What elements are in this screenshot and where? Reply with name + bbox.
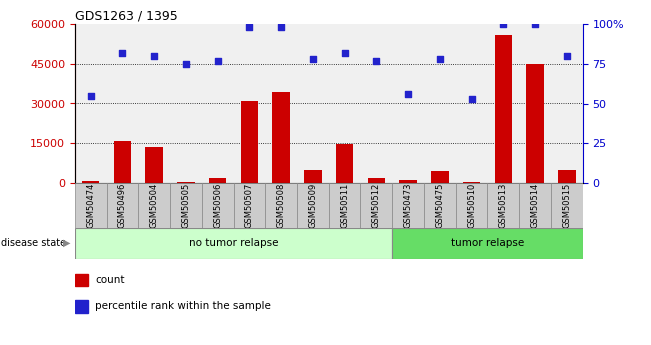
Point [466, 96, 477, 101]
Text: GSM50514: GSM50514 [531, 183, 540, 228]
Bar [139, 183, 170, 228]
Text: GSM50511: GSM50511 [340, 183, 349, 228]
Text: disease state: disease state [1, 238, 66, 248]
Point [339, 50, 350, 56]
Bar [266, 183, 297, 228]
Point [244, 24, 255, 30]
Bar [272, 91, 290, 183]
Bar [234, 183, 266, 228]
Point [149, 53, 159, 59]
Text: count: count [95, 275, 125, 285]
Bar [75, 300, 87, 313]
Bar [488, 183, 519, 228]
Text: GSM50504: GSM50504 [150, 183, 159, 228]
Bar [145, 147, 163, 183]
Text: GSM50505: GSM50505 [182, 183, 191, 228]
Text: percentile rank within the sample: percentile rank within the sample [95, 302, 271, 312]
Bar [392, 183, 424, 228]
Bar [75, 274, 87, 286]
Point [530, 21, 540, 27]
Bar [399, 180, 417, 183]
Point [117, 50, 128, 56]
Text: tumor relapse: tumor relapse [450, 238, 524, 248]
Point [181, 61, 191, 67]
Text: GSM50508: GSM50508 [277, 183, 286, 228]
Bar [107, 183, 138, 228]
Text: no tumor relapse: no tumor relapse [189, 238, 278, 248]
Point [403, 91, 413, 97]
Bar [241, 101, 258, 183]
Point [212, 58, 223, 63]
Bar [456, 183, 488, 228]
Point [85, 93, 96, 98]
Text: GSM50509: GSM50509 [309, 183, 318, 228]
Bar [392, 228, 583, 259]
Bar [75, 228, 392, 259]
Text: GSM50475: GSM50475 [436, 183, 445, 228]
Bar [297, 183, 329, 228]
Text: GSM50473: GSM50473 [404, 183, 413, 228]
Bar [75, 183, 107, 228]
Bar [431, 171, 449, 183]
Point [435, 56, 445, 62]
Bar [519, 183, 551, 228]
Bar [463, 181, 480, 183]
Point [371, 58, 381, 63]
Bar [170, 183, 202, 228]
Text: GSM50512: GSM50512 [372, 183, 381, 228]
Point [276, 24, 286, 30]
Bar [361, 183, 392, 228]
Point [562, 53, 572, 59]
Bar [329, 183, 361, 228]
Point [498, 21, 508, 27]
Bar [177, 182, 195, 183]
Bar [526, 64, 544, 183]
Bar [558, 170, 575, 183]
Text: GSM50513: GSM50513 [499, 183, 508, 228]
Bar [368, 178, 385, 183]
Text: GSM50506: GSM50506 [213, 183, 222, 228]
Text: GSM50510: GSM50510 [467, 183, 476, 228]
Text: GSM50474: GSM50474 [86, 183, 95, 228]
Bar [304, 170, 322, 183]
Bar [114, 140, 132, 183]
Bar [202, 183, 234, 228]
Text: GSM50496: GSM50496 [118, 183, 127, 228]
Text: ▶: ▶ [63, 238, 71, 248]
Text: GDS1263 / 1395: GDS1263 / 1395 [75, 10, 178, 23]
Bar [209, 178, 227, 183]
Text: GSM50515: GSM50515 [562, 183, 572, 228]
Bar [551, 183, 583, 228]
Point [308, 56, 318, 62]
Bar [336, 145, 353, 183]
Bar [82, 181, 100, 183]
Bar [424, 183, 456, 228]
Text: GSM50507: GSM50507 [245, 183, 254, 228]
Bar [495, 35, 512, 183]
